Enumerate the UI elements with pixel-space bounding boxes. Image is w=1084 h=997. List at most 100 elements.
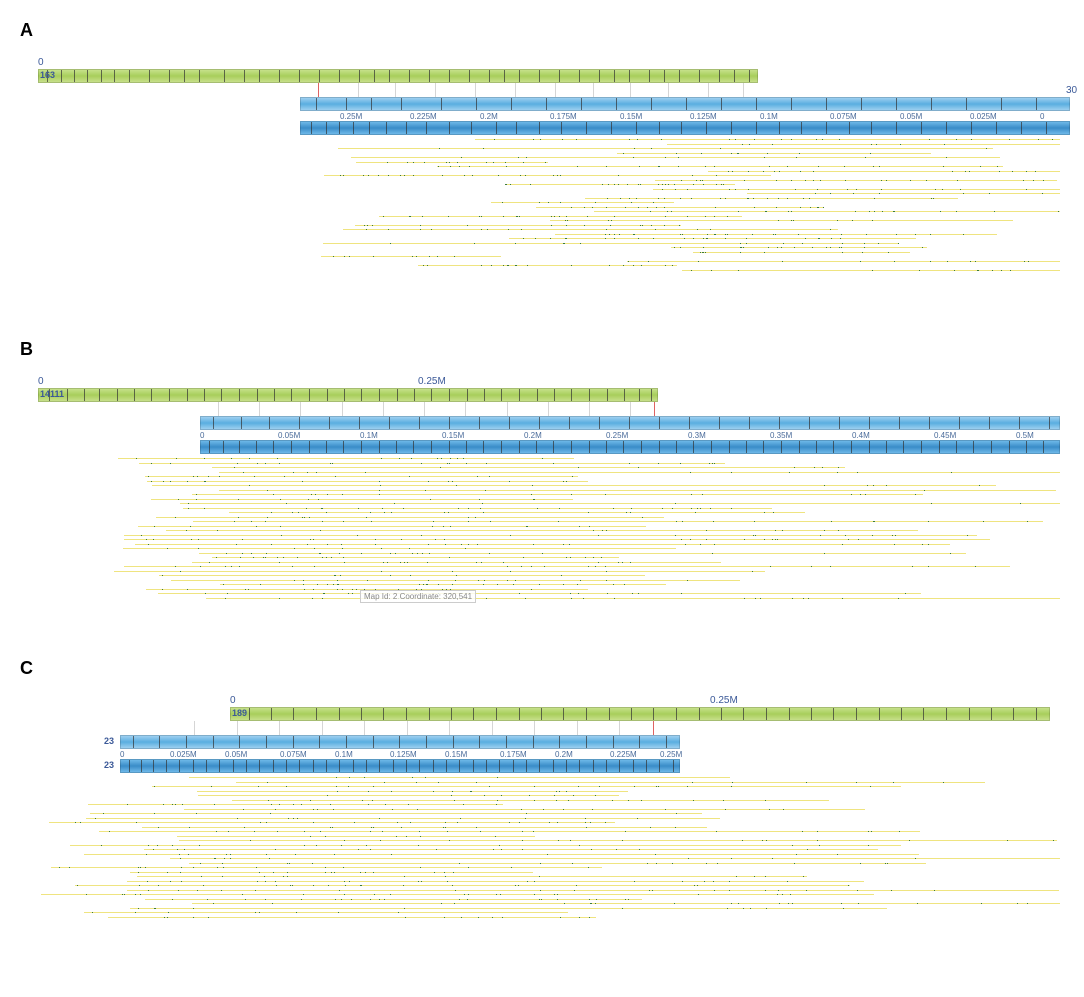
molecule-read [144, 849, 878, 850]
molecule-read [88, 804, 503, 805]
molecule-read [84, 854, 918, 855]
molecule-read [536, 207, 823, 208]
consensus-track-blue [300, 121, 1070, 135]
molecule-read [617, 153, 930, 154]
alignment-link [619, 721, 620, 735]
alignment-link [322, 721, 323, 735]
query-track-blue [300, 97, 1070, 111]
scale-tick-label: 0.05M [900, 112, 922, 121]
alignment-link [383, 402, 384, 416]
map-id-label: 189 [232, 708, 247, 718]
molecule-read [86, 818, 720, 819]
molecule-read [124, 539, 990, 540]
molecule-read [219, 490, 1056, 491]
molecule-read [491, 202, 675, 203]
consensus-track-blue [120, 759, 680, 773]
alignment-link [364, 721, 365, 735]
scale-tick-label: 0.1M [335, 750, 353, 759]
alignment-link [654, 402, 655, 416]
alignment-link [668, 83, 669, 97]
molecule-read [124, 566, 1010, 567]
molecule-read [189, 777, 730, 778]
figure-panel-a: A 0163300.25M0.225M0.2M0.175M0.15M0.125M… [20, 20, 1064, 289]
molecule-read [158, 593, 921, 594]
molecule-read [198, 795, 619, 796]
alignment-link [630, 402, 631, 416]
alignment-link [342, 402, 343, 416]
molecule-read [509, 238, 916, 239]
alignment-link [515, 83, 516, 97]
diagram-b: 0141110.25M00.05M0.1M0.15M0.2M0.25M0.3M0… [20, 368, 1064, 608]
molecule-read [147, 481, 588, 482]
scale-zero-label: 0 [38, 57, 44, 68]
molecule-read [418, 265, 677, 266]
scale-zero-label: 0 [230, 695, 236, 706]
molecule-read [192, 903, 1060, 904]
molecule-read [156, 517, 664, 518]
scale-tick-label: 0.025M [970, 112, 997, 121]
figure-panel-b: B 0141110.25M00.05M0.1M0.15M0.2M0.25M0.3… [20, 339, 1064, 608]
molecule-read [51, 867, 602, 868]
molecule-read [693, 252, 909, 253]
molecule-read [212, 467, 845, 468]
molecule-read [70, 845, 901, 846]
map-id-label: 14111 [40, 389, 64, 399]
molecule-read [137, 876, 807, 877]
panel-label-b: B [20, 339, 1064, 360]
molecule-read [179, 840, 1057, 841]
molecule-read [99, 831, 919, 832]
molecule-read [212, 557, 620, 558]
molecule-read [180, 503, 1060, 504]
molecule-read [138, 526, 647, 527]
alignment-link [300, 402, 301, 416]
molecule-read [159, 575, 645, 576]
scale-tick-label: 0.45M [934, 431, 956, 440]
molecule-read [135, 544, 950, 545]
scale-tick-label: 0.1M [760, 112, 778, 121]
molecule-read [127, 890, 1059, 891]
query-track-blue [120, 735, 680, 749]
alignment-link [708, 83, 709, 97]
scale-tick-label: 0.2M [480, 112, 498, 121]
query-track-blue [200, 416, 1060, 430]
scale-tick-label: 0.2M [555, 750, 573, 759]
alignment-link [194, 721, 195, 735]
alignment-link [259, 402, 260, 416]
alignment-link [534, 721, 535, 735]
scale-tick-label: 0.25M [606, 431, 628, 440]
scale-tick-label: 0 [120, 750, 124, 759]
diagram-c: 01890.25M2300.025M0.05M0.075M0.1M0.125M0… [20, 687, 1064, 927]
molecule-read [84, 912, 568, 913]
molecule-read [229, 512, 805, 513]
consensus-track-blue [200, 440, 1060, 454]
scale-tick-label: 0.025M [170, 750, 197, 759]
scale-tick-label: 0.075M [280, 750, 307, 759]
molecule-read [170, 858, 1060, 859]
track-id-label: 23 [104, 736, 114, 746]
molecule-read [139, 463, 725, 464]
molecule-read [41, 894, 875, 895]
molecule-read [183, 508, 772, 509]
scale-tick-label: 0.15M [442, 431, 464, 440]
molecule-read [130, 872, 533, 873]
alignment-link [465, 402, 466, 416]
alignment-link [407, 721, 408, 735]
scale-tick-label: 0.125M [390, 750, 417, 759]
molecule-read [49, 822, 615, 823]
molecule-read [627, 261, 1060, 262]
molecule-read [585, 198, 958, 199]
scale-zero-label: 0 [38, 376, 44, 387]
molecule-read [145, 899, 642, 900]
molecule-read [219, 472, 1060, 473]
track-id-label: 23 [104, 760, 114, 770]
panel-label-c: C [20, 658, 1064, 679]
scale-tick-label: 0.15M [445, 750, 467, 759]
molecule-read [189, 863, 925, 864]
molecule-read [356, 162, 548, 163]
scale-tick-label: 0.05M [278, 431, 300, 440]
alignment-link [492, 721, 493, 735]
molecule-read [123, 548, 676, 549]
scale-tick-label: 0.125M [690, 112, 717, 121]
molecule-read [351, 157, 1000, 158]
molecule-read [505, 184, 735, 185]
